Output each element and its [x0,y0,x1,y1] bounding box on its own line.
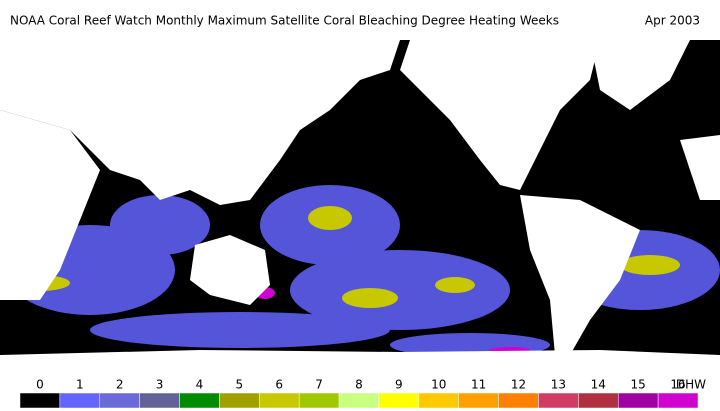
legend-label: 6 [275,378,283,392]
legend-swatch [498,392,539,409]
legend-swatch [338,392,380,409]
legend-label: 5 [236,378,244,392]
map [0,40,720,365]
map-date: Apr 2003 [645,14,700,28]
legend-label: 9 [395,378,403,392]
legend-label: 12 [511,378,526,392]
legend-swatch [617,392,659,409]
legend-label: 2 [116,378,124,392]
legend-label: 7 [315,378,323,392]
legend-swatch [578,392,619,409]
land [0,40,720,365]
legend-swatch [139,392,180,409]
legend-label: 13 [551,378,566,392]
legend-swatch [418,392,459,409]
legend-label: 3 [156,378,164,392]
legend-swatch [59,392,101,409]
legend-label: 15 [631,378,646,392]
legend-label: 1 [76,378,84,392]
legend-swatch [179,392,220,409]
legend-swatch [657,392,699,409]
legend-swatch [458,392,499,409]
map-title: NOAA Coral Reef Watch Monthly Maximum Sa… [10,14,559,28]
legend-label: 11 [471,378,486,392]
legend-swatch [219,392,260,409]
legend-label: 14 [591,378,606,392]
legend-label: 10 [431,378,446,392]
legend-swatch [538,392,579,409]
legend-label: 8 [355,378,363,392]
legend-swatch [259,392,300,409]
legend-swatch [298,392,340,409]
legend-unit: DHW [676,378,706,392]
legend-label: 16 [670,378,685,392]
legend-swatch [378,392,420,409]
legend-label: 4 [196,378,204,392]
legend-swatch [99,392,140,409]
legend-swatch [19,392,61,409]
legend-label: 0 [36,378,44,392]
